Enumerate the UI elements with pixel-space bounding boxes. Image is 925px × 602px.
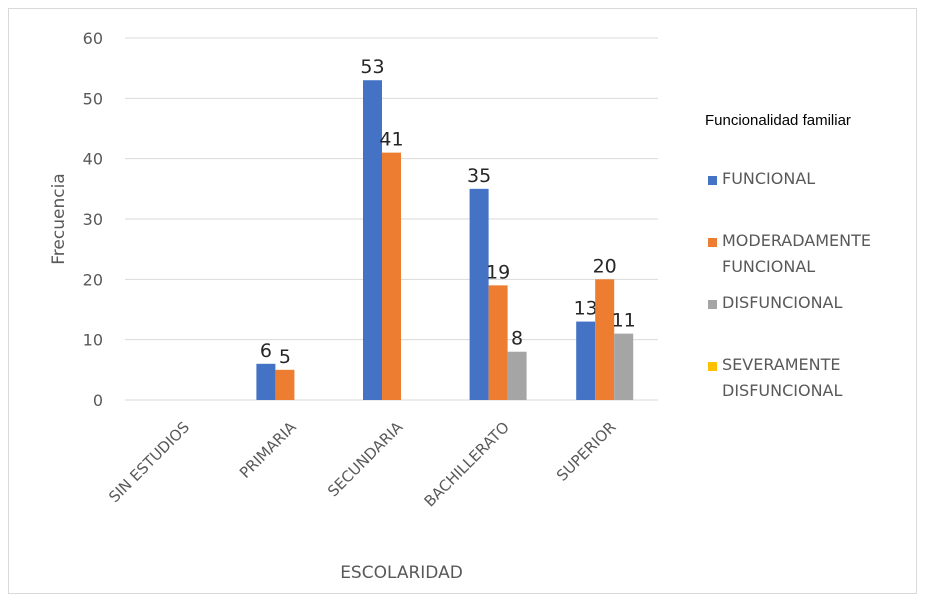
chart-frame: [8, 8, 917, 594]
x-tick-label: PRIMARIA: [236, 418, 300, 482]
legend-swatch: [708, 300, 717, 309]
legend-title: Funcionalidad familiar: [705, 112, 851, 129]
legend: FUNCIONAL MODERADAMENTE FUNCIONAL DISFUNCI…: [708, 169, 918, 418]
bar: [469, 188, 489, 400]
y-axis-title: Frecuencia: [49, 173, 69, 264]
legend-item: MODERADAMENTE FUNCIONAL: [708, 231, 918, 294]
x-tick-label: SUPERIOR: [553, 418, 620, 485]
data-label: 20: [593, 255, 617, 277]
bar: [363, 80, 382, 400]
legend-swatch: [708, 362, 717, 371]
legend-label: SEVERAMENTE DISFUNCIONAL: [722, 355, 843, 400]
legend-item: DISFUNCIONAL: [708, 293, 918, 356]
y-tick-label: 0: [93, 391, 103, 410]
x-tick-label: BACHILLERATO: [421, 418, 513, 510]
legend-label: MODERADAMENTE FUNCIONAL: [722, 231, 871, 276]
legend-label: DISFUNCIONAL: [722, 293, 843, 312]
legend-item: SEVERAMENTE DISFUNCIONAL: [708, 355, 918, 418]
bar: [614, 333, 634, 400]
data-label: 53: [360, 56, 384, 78]
data-label: 6: [260, 340, 272, 362]
y-tick-label: 20: [83, 270, 103, 289]
bar: [256, 363, 276, 400]
data-label: 11: [612, 310, 636, 332]
data-label: 35: [467, 165, 491, 187]
y-tick-label: 60: [83, 29, 103, 48]
data-label: 19: [486, 261, 510, 283]
y-tick-label: 50: [83, 89, 103, 108]
data-label: 41: [379, 129, 403, 151]
bar: [507, 351, 527, 400]
data-label: 13: [574, 298, 598, 320]
bar: [488, 285, 508, 400]
bar: [382, 152, 401, 400]
x-tick-label: SECUNDARIA: [324, 418, 407, 501]
bar: [595, 279, 615, 400]
legend-swatch: [708, 238, 717, 247]
x-axis-title: ESCOLARIDAD: [340, 563, 463, 583]
bar: [275, 369, 295, 400]
x-tick-label: SIN ESTUDIOS: [105, 418, 193, 506]
y-tick-label: 30: [83, 210, 103, 229]
y-tick-label: 40: [83, 150, 103, 169]
y-tick-label: 10: [83, 331, 103, 350]
legend-label: FUNCIONAL: [722, 169, 816, 188]
bar: [576, 321, 596, 400]
data-label: 5: [279, 346, 291, 368]
legend-swatch: [708, 176, 717, 185]
data-label: 8: [511, 328, 523, 350]
legend-item: FUNCIONAL: [708, 169, 918, 232]
